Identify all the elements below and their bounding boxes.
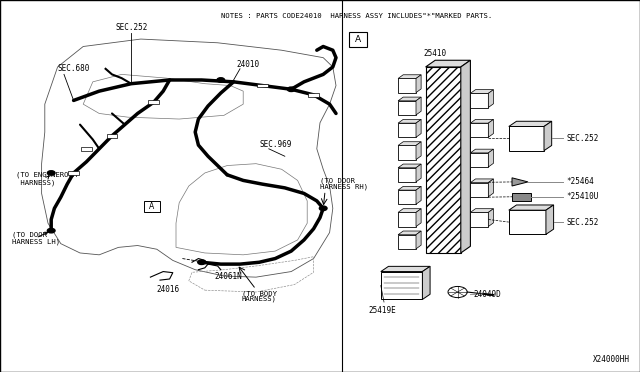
Text: SEC.252: SEC.252 (115, 23, 147, 32)
Text: (TO DOOR: (TO DOOR (320, 178, 355, 184)
Polygon shape (398, 231, 421, 235)
Bar (398, 235, 416, 249)
Text: 24061N: 24061N (214, 272, 242, 280)
Polygon shape (512, 178, 528, 186)
Bar (398, 212, 416, 227)
Polygon shape (461, 60, 470, 253)
Bar (349, 32, 367, 46)
Polygon shape (398, 142, 421, 145)
Polygon shape (470, 149, 493, 153)
Text: SEC.252: SEC.252 (566, 218, 599, 227)
Bar (308, 93, 319, 97)
Circle shape (47, 228, 55, 233)
Circle shape (287, 87, 295, 92)
Polygon shape (398, 75, 421, 78)
Bar (470, 153, 488, 167)
Bar (470, 123, 488, 137)
Polygon shape (416, 142, 421, 160)
Polygon shape (416, 75, 421, 93)
Polygon shape (398, 164, 421, 168)
Polygon shape (416, 97, 421, 115)
Bar (398, 78, 416, 93)
Text: *25410U: *25410U (566, 192, 599, 201)
Bar (470, 212, 488, 227)
Polygon shape (398, 209, 421, 212)
Polygon shape (398, 119, 421, 123)
Text: HARNESS RH): HARNESS RH) (320, 184, 368, 190)
Polygon shape (544, 121, 552, 151)
Bar (398, 123, 416, 137)
Text: 24010: 24010 (237, 60, 260, 69)
Circle shape (217, 78, 225, 82)
Text: HARNESS): HARNESS) (242, 296, 276, 302)
Bar (512, 193, 531, 201)
Circle shape (319, 206, 327, 211)
Polygon shape (509, 121, 552, 126)
Polygon shape (488, 209, 493, 227)
Bar (509, 210, 546, 234)
Bar (398, 168, 416, 182)
Text: *25464: *25464 (566, 177, 594, 186)
Bar (398, 145, 416, 160)
Polygon shape (416, 186, 421, 204)
Polygon shape (470, 90, 493, 93)
Text: 25410: 25410 (424, 49, 447, 58)
Circle shape (198, 260, 205, 264)
Polygon shape (398, 97, 421, 101)
Bar (81, 147, 92, 151)
Polygon shape (381, 266, 430, 272)
Bar (148, 100, 159, 104)
Polygon shape (470, 209, 493, 212)
Bar (398, 190, 416, 204)
Polygon shape (422, 266, 430, 299)
Bar (398, 101, 416, 115)
Text: SEC.252: SEC.252 (566, 134, 599, 143)
Bar (257, 84, 268, 87)
Polygon shape (398, 186, 421, 190)
Bar (509, 126, 544, 151)
Polygon shape (470, 119, 493, 123)
Polygon shape (416, 119, 421, 137)
Polygon shape (488, 149, 493, 167)
Polygon shape (488, 90, 493, 108)
Text: 24049D: 24049D (474, 290, 501, 299)
Text: (TO ENGINEROOM
 HARNESS): (TO ENGINEROOM HARNESS) (16, 171, 77, 186)
Polygon shape (488, 179, 493, 197)
Bar (426, 67, 461, 253)
Polygon shape (470, 179, 493, 183)
Polygon shape (426, 60, 470, 67)
Text: X24000HH: X24000HH (593, 355, 630, 364)
Bar (144, 201, 160, 212)
Text: 25419E: 25419E (368, 306, 396, 315)
Polygon shape (416, 209, 421, 227)
Bar (426, 67, 461, 253)
Bar (107, 134, 117, 138)
Text: (TO DOOR
HARNESS LH): (TO DOOR HARNESS LH) (12, 231, 60, 245)
Bar (470, 183, 488, 197)
Polygon shape (416, 164, 421, 182)
Text: (TO BODY: (TO BODY (242, 290, 276, 296)
Polygon shape (509, 205, 554, 210)
Text: A: A (355, 35, 361, 44)
Polygon shape (416, 231, 421, 249)
Text: NOTES : PARTS CODE24010  HARNESS ASSY INCLUDES"*"MARKED PARTS.: NOTES : PARTS CODE24010 HARNESS ASSY INC… (221, 13, 492, 19)
Bar (381, 272, 422, 299)
Polygon shape (488, 119, 493, 137)
Circle shape (47, 171, 55, 175)
Bar (68, 171, 79, 175)
Text: A: A (149, 202, 155, 211)
Text: SEC.680: SEC.680 (58, 64, 90, 73)
Polygon shape (546, 205, 554, 234)
Text: SEC.969: SEC.969 (259, 140, 292, 149)
Bar (470, 93, 488, 108)
Text: 24016: 24016 (157, 285, 180, 294)
